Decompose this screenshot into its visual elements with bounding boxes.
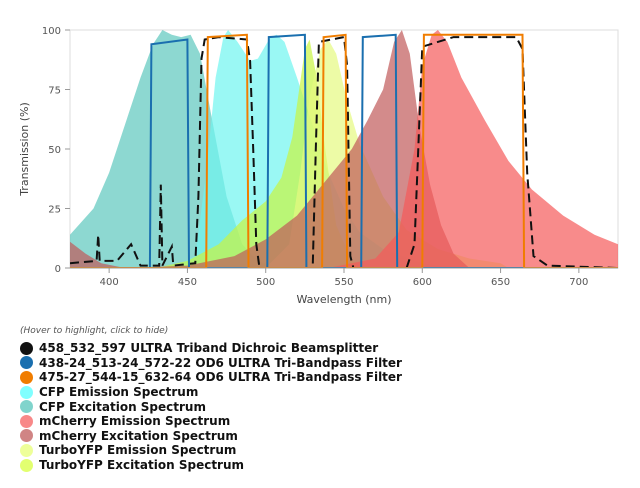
legend-hint: (Hover to highlight, click to hide)	[20, 326, 169, 336]
x-tick-label: 450	[178, 277, 197, 288]
legend-label: TurboYFP Emission Spectrum	[39, 443, 237, 458]
y-tick-label: 50	[48, 145, 61, 156]
legend-item[interactable]: mCherry Emission Spectrum	[20, 414, 402, 429]
y-tick-label: 100	[42, 26, 61, 37]
legend-item[interactable]: mCherry Excitation Spectrum	[20, 429, 402, 444]
legend-label: TurboYFP Excitation Spectrum	[39, 458, 245, 473]
x-axis-label: Wavelength (nm)	[296, 293, 391, 306]
series-438-24-513-24-572-22-od6-ultra-tri-bandpass-filter-line	[70, 33, 618, 268]
legend-label: mCherry Excitation Spectrum	[39, 428, 238, 443]
x-tick-label: 650	[491, 277, 510, 288]
legend-label: CFP Excitation Spectrum	[39, 399, 206, 414]
legend-label: mCherry Emission Spectrum	[39, 414, 231, 429]
legend-label: 458_532_597 ULTRA Triband Dichroic Beams…	[39, 341, 379, 356]
x-tick-label: 700	[569, 277, 588, 288]
legend-swatch-icon	[20, 341, 33, 355]
y-axis-label: Transmission (%)	[18, 102, 31, 197]
legend-swatch-icon	[20, 414, 33, 428]
series-475-27-544-15-632-64-od6-ultra-tri-bandpass-filter-line	[70, 33, 618, 268]
series-mcherry-excitation-spectrum-area	[70, 30, 470, 268]
y-tick-label: 75	[48, 86, 61, 97]
legend-item[interactable]: 458_532_597 ULTRA Triband Dichroic Beams…	[20, 341, 402, 356]
legend-label: CFP Emission Spectrum	[39, 385, 199, 400]
series-mcherry-emission-spectrum-area	[328, 30, 618, 268]
series-458-532-597-ultra-triband-dichroic-beamsplitter-line	[70, 35, 618, 268]
x-tick-label: 500	[256, 277, 275, 288]
legend-label: 475-27_544-15_632-64 OD6 ULTRA Tri-Bandp…	[39, 370, 402, 385]
x-tick-label: 550	[334, 277, 353, 288]
x-tick-label: 600	[413, 277, 432, 288]
legend-swatch-icon	[20, 400, 33, 414]
x-tick-label: 400	[100, 277, 119, 288]
legend-item[interactable]: 438-24_513-24_572-22 OD6 ULTRA Tri-Bandp…	[20, 356, 402, 371]
legend-swatch-icon	[20, 458, 33, 472]
legend-swatch-icon	[20, 356, 33, 370]
legend-swatch-icon	[20, 385, 33, 399]
legend: (Hover to highlight, click to hide) 458_…	[20, 326, 402, 472]
y-tick-label: 25	[48, 205, 61, 216]
legend-item[interactable]: TurboYFP Emission Spectrum	[20, 443, 402, 458]
legend-label: 438-24_513-24_572-22 OD6 ULTRA Tri-Bandp…	[39, 355, 402, 370]
legend-item[interactable]: CFP Emission Spectrum	[20, 385, 402, 400]
legend-item[interactable]: CFP Excitation Spectrum	[20, 399, 402, 414]
spectra-chart: 400 450 500 550 600 650 700 0 25 50 75 100 Wavelengt…	[18, 26, 619, 306]
legend-item[interactable]: 475-27_544-15_632-64 OD6 ULTRA Tri-Bandp…	[20, 370, 402, 385]
legend-swatch-icon	[20, 429, 33, 443]
legend-swatch-icon	[20, 370, 33, 384]
legend-item[interactable]: TurboYFP Excitation Spectrum	[20, 458, 402, 473]
legend-swatch-icon	[20, 443, 33, 457]
y-tick-label: 0	[55, 264, 61, 275]
